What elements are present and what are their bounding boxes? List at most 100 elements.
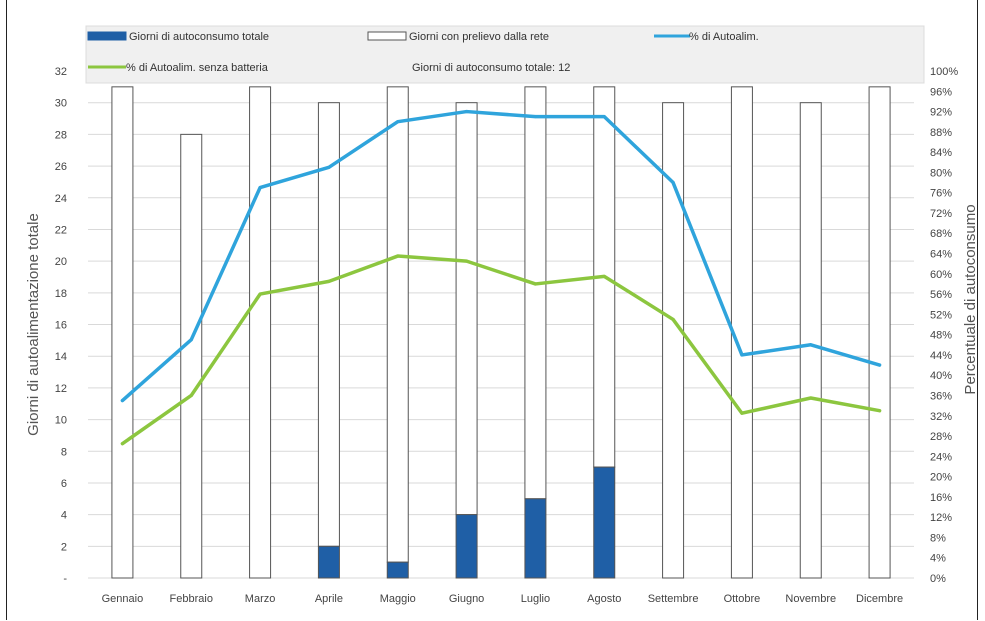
line-point: [258, 292, 262, 296]
bar-autoconsumo: [317, 545, 340, 579]
line-point: [189, 338, 193, 342]
y2-tick-label: 44%: [930, 350, 952, 362]
y-tick-label: 22: [55, 224, 67, 236]
y-tick-label: 12: [55, 383, 67, 395]
y2-tick-label: 0%: [930, 573, 946, 585]
y2-tick-label: 40%: [930, 370, 952, 382]
line-point: [465, 259, 469, 263]
y2-tick-label: 64%: [930, 249, 952, 261]
legend-swatch-prelievo: [367, 31, 407, 41]
y2-tick-label: 56%: [930, 289, 952, 301]
y2-tick-label: 4%: [930, 553, 946, 565]
y-tick-label: 18: [55, 288, 67, 300]
bar-autoconsumo: [455, 514, 478, 579]
y2-tick-label: 16%: [930, 492, 952, 504]
line-point: [878, 409, 882, 413]
y2-tick-label: 48%: [930, 330, 952, 342]
y-tick-label: 16: [55, 320, 67, 332]
y2-tick-label: 20%: [930, 472, 952, 484]
y-tick-label: 2: [61, 541, 67, 553]
bar-prelievo: [524, 86, 547, 500]
x-tick-label: Agosto: [587, 593, 621, 605]
line-series: [120, 109, 882, 403]
y2-tick-label: 92%: [930, 107, 952, 119]
y-tick-label: 28: [55, 129, 67, 141]
x-tick-label: Novembre: [785, 593, 836, 605]
y2-tick-label: 12%: [930, 512, 952, 524]
legend-note: Giorni di autoconsumo totale: 12: [412, 62, 570, 74]
bar-prelievo: [799, 102, 822, 579]
bar-autoconsumo: [386, 561, 409, 579]
y-tick-label: 4: [61, 510, 67, 522]
line-point: [533, 282, 537, 286]
line-point: [809, 396, 813, 400]
legend-label-autoalim-senza-batteria: % di Autoalim. senza batteria: [126, 62, 269, 74]
y2-tick-label: 84%: [930, 147, 952, 159]
legend-label-autoconsumo: Giorni di autoconsumo totale: [129, 31, 269, 43]
line-point: [671, 317, 675, 321]
y-tick-label: 10: [55, 415, 67, 427]
line-point: [533, 115, 537, 119]
y2-tick-label: 96%: [930, 86, 952, 98]
y2-tick-label: 100%: [930, 66, 958, 78]
x-tick-label: Settembre: [648, 593, 699, 605]
x-tick-label: Marzo: [245, 593, 276, 605]
y-tick-label: 20: [55, 256, 67, 268]
bar-prelievo: [111, 86, 134, 579]
y2-tick-label: 88%: [930, 127, 952, 139]
x-tick-label: Ottobre: [724, 593, 761, 605]
y-tick-label: 26: [55, 161, 67, 173]
line-point: [396, 254, 400, 258]
line-point: [120, 399, 124, 403]
bar-prelievo: [249, 86, 272, 579]
y2-tick-label: 60%: [930, 269, 952, 281]
x-tick-label: Giugno: [449, 593, 484, 605]
bar-prelievo: [868, 86, 891, 579]
bar-autoconsumo: [593, 466, 616, 579]
y2-axis-title: Percentuale di autoconsumo: [962, 204, 979, 394]
line-point: [327, 165, 331, 169]
y2-tick-label: 68%: [930, 228, 952, 240]
line-point: [189, 393, 193, 397]
line-point: [120, 442, 124, 446]
y2-tick-label: 36%: [930, 390, 952, 402]
line-point: [809, 343, 813, 347]
y2-tick-label: 76%: [930, 188, 952, 200]
legend-swatch-autoconsumo: [87, 31, 127, 41]
y-tick-label: 6: [61, 478, 67, 490]
line-point: [465, 110, 469, 114]
line-point: [671, 181, 675, 185]
line-point: [740, 411, 744, 415]
line-point: [327, 279, 331, 283]
y2-tick-label: 32%: [930, 411, 952, 423]
line-point: [878, 363, 882, 367]
y2-tick-label: 72%: [930, 208, 952, 220]
line-point: [396, 120, 400, 124]
bar-prelievo: [180, 133, 203, 579]
y-tick-label: 8: [61, 446, 67, 458]
y-tick-label: 32: [55, 66, 67, 78]
bar-prelievo: [386, 86, 409, 563]
line-point: [740, 353, 744, 357]
line-point: [602, 115, 606, 119]
x-tick-label: Maggio: [380, 593, 416, 605]
x-tick-label: Luglio: [521, 593, 550, 605]
y-tick-label: -: [63, 573, 67, 585]
y2-tick-label: 8%: [930, 532, 946, 544]
y-tick-label: 24: [55, 193, 67, 205]
y2-tick-label: 24%: [930, 451, 952, 463]
y-tick-label: 30: [55, 98, 67, 110]
y-tick-label: 14: [55, 351, 67, 363]
x-tick-label: Aprile: [315, 593, 343, 605]
legend-box: [85, 25, 925, 84]
y2-tick-label: 80%: [930, 167, 952, 179]
y2-tick-label: 28%: [930, 431, 952, 443]
bar-prelievo: [455, 102, 478, 516]
x-tick-label: Febbraio: [170, 593, 213, 605]
y2-tick-label: 52%: [930, 309, 952, 321]
x-tick-label: Gennaio: [102, 593, 144, 605]
line-point: [602, 274, 606, 278]
bar-autoconsumo: [524, 498, 547, 579]
legend-label-autoalim: % di Autoalim.: [689, 31, 759, 43]
